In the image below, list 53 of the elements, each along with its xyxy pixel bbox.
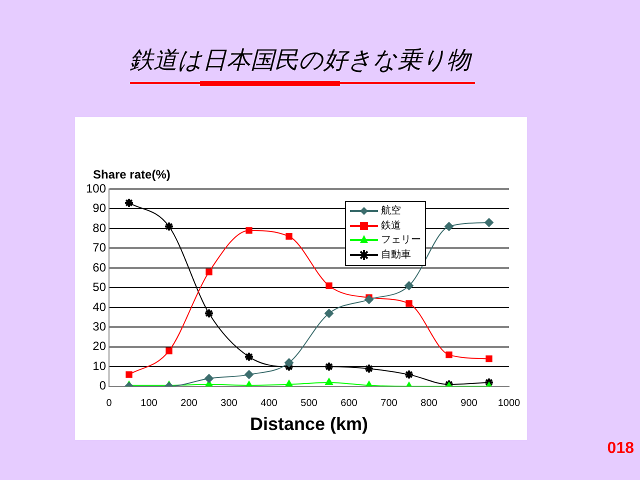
chart-title: 鉄道は日本国民の好きな乗り物 xyxy=(128,45,474,76)
point xyxy=(126,371,132,378)
y-tick-label: 80 xyxy=(92,220,106,235)
x-axis-title: Distance (km) xyxy=(250,414,368,434)
point xyxy=(404,370,414,380)
point xyxy=(204,308,214,318)
x-tick-label: 300 xyxy=(220,398,238,410)
x-tick-label: 600 xyxy=(340,398,358,410)
x-tick-label: 100 xyxy=(140,398,158,410)
y-tick-label: 70 xyxy=(92,240,106,255)
point xyxy=(324,308,334,318)
legend-label: 航空 xyxy=(381,206,402,217)
y-tick-label: 90 xyxy=(92,201,106,216)
x-tick-label: 500 xyxy=(300,398,318,410)
point xyxy=(244,370,254,380)
x-tick-label: 700 xyxy=(380,398,398,410)
point xyxy=(206,268,212,276)
point xyxy=(486,355,492,362)
y-tick-label: 40 xyxy=(92,300,106,314)
point xyxy=(484,218,494,228)
y-tick-label: 50 xyxy=(92,280,106,294)
legend-label: 自動車 xyxy=(381,250,412,261)
x-tick-label: 900 xyxy=(460,398,478,410)
point xyxy=(244,352,254,362)
point xyxy=(324,362,334,372)
x-tick-label: 400 xyxy=(260,398,278,410)
y-tick-label: 60 xyxy=(92,260,106,274)
x-tick-label: 800 xyxy=(420,398,438,410)
point xyxy=(364,364,374,374)
y-tick-label: 0 xyxy=(99,378,106,393)
legend-label: 鉄道 xyxy=(381,220,402,232)
text: 018 xyxy=(607,440,634,458)
point xyxy=(444,222,454,232)
point xyxy=(286,233,292,240)
y-tick-label: 20 xyxy=(92,339,106,354)
point xyxy=(284,358,294,368)
point xyxy=(364,295,374,304)
point xyxy=(446,351,452,358)
point xyxy=(164,222,174,232)
point xyxy=(204,374,214,384)
y-tick-label: 30 xyxy=(92,319,106,334)
legend-label: フェリー xyxy=(381,235,422,246)
point xyxy=(325,378,333,385)
point xyxy=(404,281,414,290)
point xyxy=(246,227,252,234)
point xyxy=(326,282,332,290)
y-tick-label: 100 xyxy=(86,181,106,196)
x-tick-label: 1000 xyxy=(498,398,521,410)
x-tick-label: 200 xyxy=(180,398,198,410)
y-tick-label: 10 xyxy=(92,358,106,373)
point xyxy=(406,300,412,307)
point xyxy=(166,348,172,354)
y-axis-title: Share rate(%) xyxy=(93,167,170,182)
